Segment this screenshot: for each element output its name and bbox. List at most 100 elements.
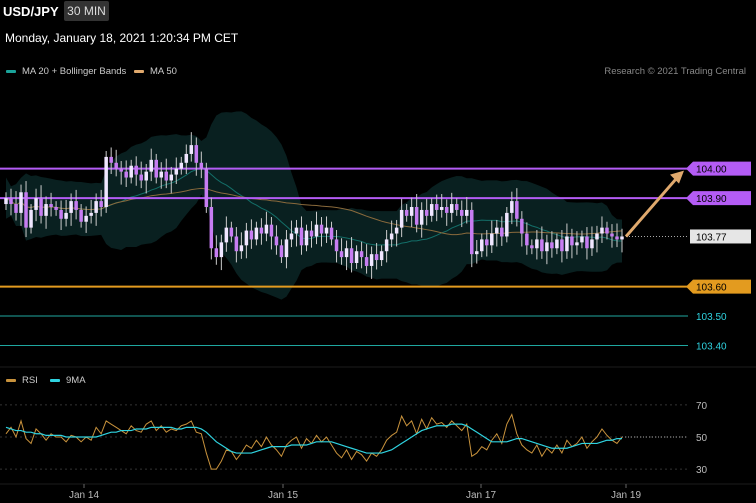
candle-body — [9, 198, 13, 205]
candle-body — [94, 201, 98, 213]
candle-body — [464, 209, 469, 216]
candle-body — [224, 227, 229, 243]
candle-body — [414, 207, 419, 225]
candle-body — [14, 204, 18, 213]
level-box-0 — [686, 161, 751, 176]
candle-body — [495, 227, 499, 234]
candle-body — [404, 209, 409, 216]
candle-body — [64, 212, 68, 219]
candle-body — [369, 254, 374, 266]
candle-body — [520, 218, 524, 234]
candle-body — [429, 204, 434, 216]
candle-body — [239, 245, 244, 252]
candle-body — [399, 209, 404, 228]
candle-body — [505, 212, 509, 237]
candle-body — [229, 227, 234, 237]
candle-body — [234, 236, 239, 252]
current-price-box — [690, 229, 751, 244]
candle-body — [314, 224, 319, 237]
legend-ma50-label: MA 50 — [150, 66, 177, 77]
candle-body — [444, 207, 449, 213]
candle-body — [439, 207, 444, 210]
candle-body — [530, 245, 534, 249]
level-label-1: 103.90 — [696, 194, 727, 205]
support-label-5: 103.40 — [696, 342, 727, 353]
candle-body — [44, 204, 48, 216]
x-tick-label: Jan 14 — [69, 490, 99, 501]
level-label-0: 104.00 — [696, 165, 727, 176]
candle-body — [119, 168, 123, 172]
candle-body — [339, 251, 344, 258]
candle-body — [184, 153, 189, 163]
candle-body — [475, 251, 479, 255]
candle-body — [309, 230, 314, 237]
candle-body — [134, 165, 138, 175]
candle-body — [490, 233, 494, 246]
research-credit: Research © 2021 Trading Central — [604, 66, 746, 77]
rsi-tick-70: 70 — [696, 401, 708, 412]
candle-body — [159, 171, 164, 178]
candle-body — [49, 204, 53, 207]
legend-rsi-label: RSI — [22, 375, 38, 386]
candle-body — [379, 251, 384, 261]
candle-body — [615, 236, 619, 240]
level-label-3: 103.60 — [696, 283, 727, 294]
ma50-line — [5, 187, 623, 236]
legend-rsi-ma-swatch — [50, 379, 60, 382]
candle-body — [209, 207, 214, 249]
candle-body — [620, 236, 624, 240]
candle-body — [39, 198, 43, 216]
candle-body — [374, 254, 379, 261]
current-price-label: 103.77 — [696, 232, 727, 243]
candle-body — [550, 242, 554, 249]
candle-body — [610, 233, 614, 237]
legend-ma20-swatch — [6, 70, 16, 73]
chart-datetime: Monday, January 18, 2021 1:20:34 PM CET — [5, 31, 239, 45]
candle-body — [104, 156, 108, 207]
candle-body — [294, 227, 299, 234]
rsi-tick-50: 50 — [696, 433, 708, 444]
candle-body — [99, 201, 103, 207]
candle-body — [515, 201, 519, 219]
candle-body — [164, 171, 169, 181]
legend-ma20: MA 20 + Bollinger Bands — [6, 66, 126, 77]
candle-body — [219, 242, 224, 258]
candle-body — [329, 227, 334, 240]
x-tick-label: Jan 17 — [466, 490, 496, 501]
candle-body — [605, 227, 609, 234]
candle-body — [249, 230, 254, 240]
forecast-arrow-head — [670, 170, 684, 184]
timeframe-button[interactable]: 30 MIN — [64, 1, 109, 21]
candle-body — [19, 192, 23, 213]
candle-body — [470, 209, 474, 255]
candle-body — [449, 204, 454, 213]
candle-body — [570, 236, 574, 246]
forecast-arrow-shaft — [624, 175, 680, 238]
candle-body — [364, 257, 369, 266]
support-label-4: 103.50 — [696, 312, 727, 323]
candle-body — [575, 242, 579, 246]
candle-body — [174, 168, 179, 175]
candle-body — [585, 236, 589, 249]
candle-body — [74, 201, 78, 210]
candle-body — [304, 230, 309, 246]
candle-body — [169, 174, 174, 181]
candle-body — [89, 212, 93, 216]
legend-rsi-ma-label: 9MA — [66, 375, 86, 386]
candle-body — [545, 242, 549, 252]
candle-body — [344, 248, 349, 258]
candle-body — [179, 162, 184, 169]
candle-body — [409, 207, 414, 216]
candle-body — [419, 209, 424, 225]
candle-body — [274, 236, 279, 246]
candle-body — [424, 209, 429, 216]
candle-body — [4, 198, 8, 205]
candle-body — [194, 145, 199, 163]
candle-body — [259, 227, 264, 234]
candle-body — [214, 248, 219, 258]
candle-body — [199, 162, 204, 169]
rsi-tick-30: 30 — [696, 465, 708, 476]
x-tick-label: Jan 15 — [268, 490, 298, 501]
candle-body — [540, 239, 544, 252]
